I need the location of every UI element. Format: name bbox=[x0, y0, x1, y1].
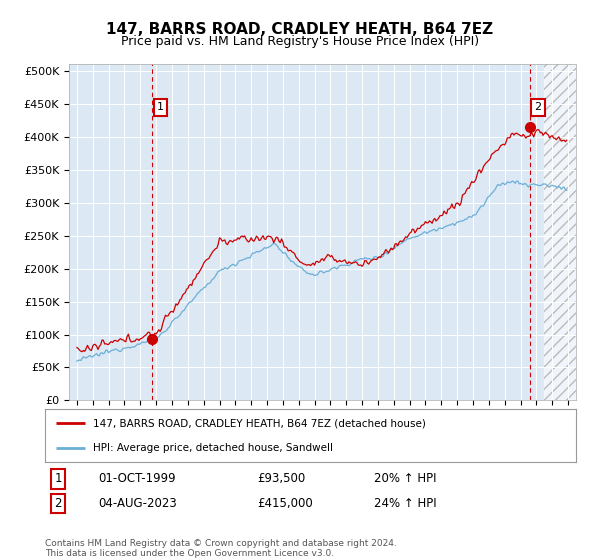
Bar bbox=[544, 64, 584, 400]
Bar bbox=[544, 64, 584, 400]
Text: 20% ↑ HPI: 20% ↑ HPI bbox=[374, 473, 437, 486]
Text: 2: 2 bbox=[535, 102, 542, 112]
Text: 147, BARRS ROAD, CRADLEY HEATH, B64 7EZ: 147, BARRS ROAD, CRADLEY HEATH, B64 7EZ bbox=[106, 22, 494, 38]
Text: Contains HM Land Registry data © Crown copyright and database right 2024.
This d: Contains HM Land Registry data © Crown c… bbox=[45, 539, 397, 558]
Text: 04-AUG-2023: 04-AUG-2023 bbox=[98, 497, 177, 510]
Text: 01-OCT-1999: 01-OCT-1999 bbox=[98, 473, 176, 486]
Text: £415,000: £415,000 bbox=[257, 497, 313, 510]
Text: 2: 2 bbox=[55, 497, 62, 510]
Text: £93,500: £93,500 bbox=[257, 473, 305, 486]
Text: 147, BARRS ROAD, CRADLEY HEATH, B64 7EZ (detached house): 147, BARRS ROAD, CRADLEY HEATH, B64 7EZ … bbox=[93, 418, 425, 428]
Text: HPI: Average price, detached house, Sandwell: HPI: Average price, detached house, Sand… bbox=[93, 442, 333, 452]
Text: 1: 1 bbox=[55, 473, 62, 486]
Text: Price paid vs. HM Land Registry's House Price Index (HPI): Price paid vs. HM Land Registry's House … bbox=[121, 35, 479, 48]
Text: 24% ↑ HPI: 24% ↑ HPI bbox=[374, 497, 437, 510]
Text: 1: 1 bbox=[157, 102, 164, 112]
